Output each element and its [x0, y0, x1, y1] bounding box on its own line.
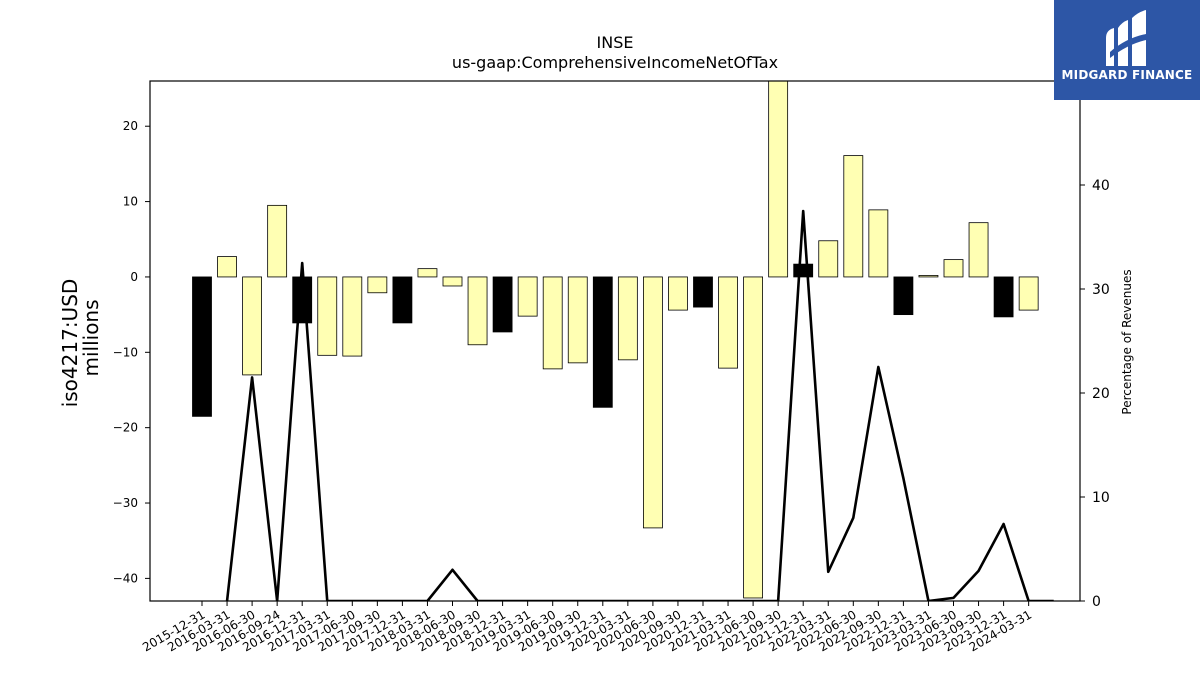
bar-series — [192, 80, 1039, 599]
bar-2017-03-31 — [317, 276, 338, 356]
plot-frame — [149, 80, 1081, 602]
bar-2021-12-31 — [793, 263, 814, 278]
bar-2022-03-31 — [818, 240, 839, 278]
brand-name: MIDGARD FINANCE — [1061, 68, 1193, 82]
bar-2016-03-31 — [217, 256, 237, 278]
bar-2019-12-31 — [592, 276, 613, 408]
bar-2023-12-31 — [993, 276, 1014, 318]
chart-title: INSE — [597, 33, 634, 52]
y-tick-label: −10 — [113, 345, 138, 359]
y-tick-label: 20 — [123, 119, 138, 133]
bar-2018-12-31 — [492, 276, 513, 333]
bar-2018-03-31 — [417, 268, 438, 278]
bar-2016-09-24 — [267, 204, 288, 278]
bar-2020-09-30 — [668, 276, 688, 311]
bar-2019-06-30 — [542, 276, 563, 370]
bar-2017-09-30 — [367, 276, 388, 294]
y-tick-label: −40 — [113, 571, 138, 585]
bar-2018-09-30 — [467, 276, 488, 346]
y2-tick-label: 30 — [1092, 282, 1110, 298]
y2-tick-label: 10 — [1092, 490, 1110, 506]
y-tick-label: −20 — [113, 421, 138, 435]
line-series — [225, 209, 1054, 601]
left-axis: −40 −30 −20 −10 0 10 20 — [113, 119, 150, 585]
bar-2021-09-30 — [768, 80, 789, 278]
bar-2022-12-31 — [893, 276, 914, 316]
y-axis-label-line-1: iso4217:USD — [58, 279, 82, 408]
bar-2021-03-31 — [718, 276, 738, 369]
y-tick-label: 10 — [123, 195, 138, 209]
bar-2020-03-31 — [617, 276, 638, 361]
x-axis: 2015-12-312016-03-312016-06-302016-09-24… — [140, 601, 1034, 654]
percentage-line — [225, 209, 1054, 601]
bar-2023-06-30 — [943, 259, 964, 278]
bar-2023-09-30 — [968, 222, 989, 278]
y2-axis-label: Percentage of Revenues — [1120, 269, 1134, 414]
bar-2017-06-30 — [342, 276, 363, 357]
bar-2022-06-30 — [843, 155, 864, 278]
y2-tick-label: 20 — [1092, 386, 1110, 402]
y2-tick-label: 40 — [1092, 178, 1110, 194]
bar-2016-12-31 — [292, 276, 313, 324]
bar-2023-03-31 — [918, 275, 939, 278]
bar-2016-06-30 — [242, 276, 263, 376]
bar-2017-12-31 — [392, 276, 413, 324]
y2-tick-label: 0 — [1092, 594, 1101, 610]
brand-logo: MIDGARD FINANCE — [1054, 0, 1200, 100]
chart-subtitle: us-gaap:ComprehensiveIncomeNetOfTax — [452, 53, 778, 72]
bar-2019-09-30 — [567, 276, 588, 364]
y-tick-label: −30 — [113, 496, 138, 510]
bar-2020-12-31 — [693, 276, 713, 308]
bar-2024-03-31 — [1018, 276, 1039, 311]
bar-2015-12-31 — [192, 276, 212, 417]
y-tick-label: 0 — [130, 270, 138, 284]
bar-2020-06-30 — [643, 276, 663, 529]
bar-2019-03-31 — [517, 276, 538, 317]
midgard-logo-icon — [1106, 10, 1146, 66]
y-axis-label-line-2: millions — [79, 299, 103, 376]
bar-2021-06-30 — [743, 276, 763, 599]
bar-2018-06-30 — [442, 276, 463, 287]
right-axis: 0 10 20 30 40 — [1080, 178, 1110, 610]
bar-2022-09-30 — [868, 209, 889, 278]
